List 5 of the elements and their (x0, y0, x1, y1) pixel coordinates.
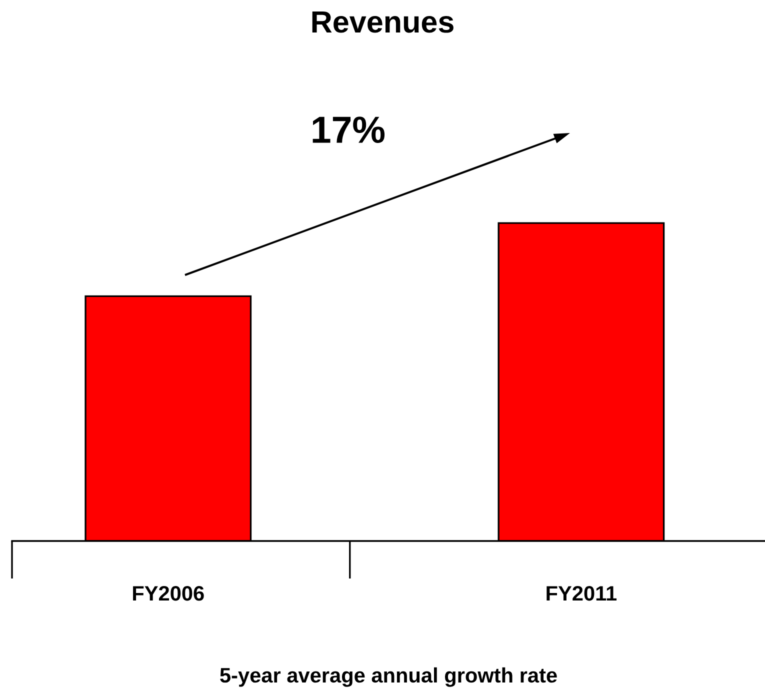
x-tick-label: FY2011 (546, 586, 617, 601)
x-tick-label: FY2006 (133, 586, 204, 601)
x-axis-title: 5-year average annual growth rate (220, 667, 557, 687)
chart-title: Revenues (312, 11, 454, 33)
text: 17% (312, 116, 385, 143)
